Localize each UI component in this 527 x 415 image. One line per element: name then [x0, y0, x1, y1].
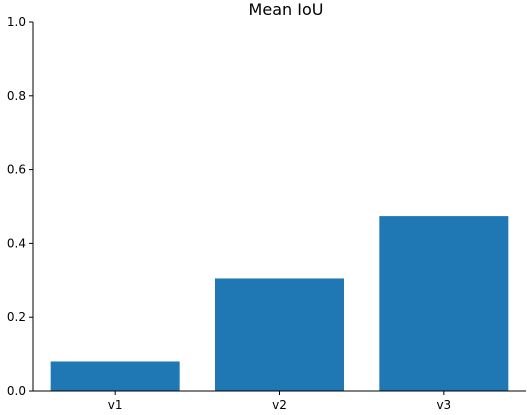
x-tick-label: v3 — [436, 398, 451, 412]
y-tick-label: 0.4 — [7, 236, 26, 250]
y-axis-ticks: 0.0 0.2 0.4 0.6 0.8 1.0 — [7, 15, 33, 398]
x-tick-label: v2 — [272, 398, 287, 412]
y-tick-label: 0.6 — [7, 163, 26, 177]
y-tick-label: 0.8 — [7, 89, 26, 103]
y-tick-label: 0.0 — [7, 384, 26, 398]
x-tick-label: v1 — [108, 398, 123, 412]
chart-title: Mean IoU — [249, 0, 324, 19]
x-axis-ticks: v1 v2 v3 — [108, 391, 451, 412]
bars-layer — [50, 216, 509, 391]
y-tick-label: 0.2 — [7, 310, 26, 324]
bar-v2 — [215, 278, 344, 391]
bar-v3 — [379, 216, 509, 391]
y-tick-label: 1.0 — [7, 15, 26, 29]
bar-v1 — [50, 361, 180, 391]
